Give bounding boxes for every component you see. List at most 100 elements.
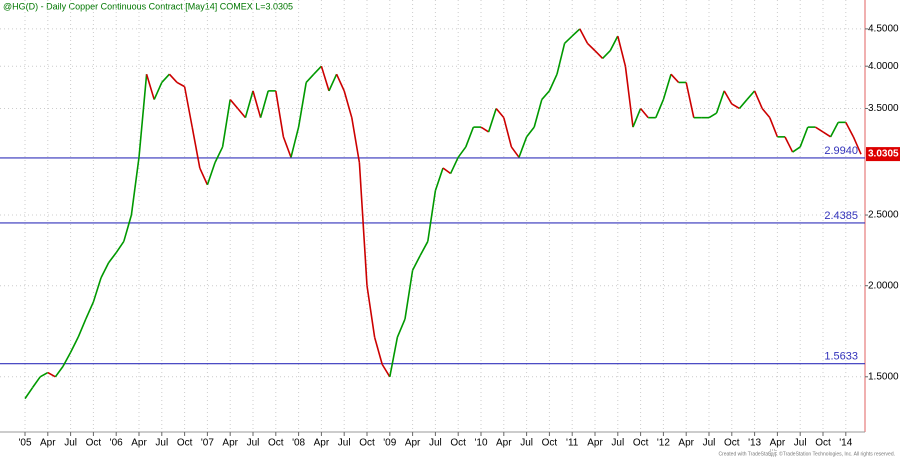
price-segment — [761, 107, 771, 119]
x-tick-label: '09 — [383, 438, 396, 449]
price-segment — [571, 28, 581, 37]
x-tick-label: Oct — [724, 438, 740, 449]
price-segment — [662, 73, 672, 100]
y-tick-label: 3.5000 — [868, 103, 899, 114]
y-tick-label: 1.5000 — [868, 371, 899, 382]
price-segment — [442, 167, 452, 175]
price-segment — [457, 146, 467, 158]
price-segment — [191, 126, 201, 169]
price-segment — [594, 50, 604, 59]
price-segment — [373, 336, 383, 365]
price-segment — [244, 90, 254, 118]
price-segment — [548, 73, 558, 92]
price-segment — [427, 190, 437, 242]
price-segment — [624, 66, 634, 128]
level-label: 2.4385 — [824, 210, 858, 222]
price-segment — [541, 90, 551, 101]
price-segment — [183, 86, 193, 128]
price-segment — [814, 126, 824, 133]
x-tick-label: Oct — [359, 438, 375, 449]
price-segment — [62, 352, 72, 367]
price-segment — [396, 318, 406, 338]
price-segment — [639, 107, 649, 119]
price-segment — [708, 112, 718, 119]
price-segment — [176, 81, 185, 88]
price-segment — [290, 126, 300, 158]
x-tick-label: '11 — [566, 438, 579, 449]
x-tick-label: Jul — [155, 438, 168, 449]
price-segment — [564, 35, 573, 44]
price-segment — [130, 157, 140, 216]
price-segment — [221, 99, 231, 148]
x-tick-label: Apr — [314, 438, 330, 449]
y-tick-label: 4.5000 — [868, 24, 899, 35]
x-tick-label: Apr — [405, 438, 421, 449]
price-segment — [92, 277, 102, 303]
level-label: 2.9940 — [824, 145, 858, 157]
price-segment — [617, 35, 627, 67]
price-segment — [389, 337, 399, 377]
x-tick-label: Oct — [450, 438, 466, 449]
price-segment — [259, 90, 269, 118]
x-tick-label: Jul — [794, 438, 807, 449]
price-segment — [419, 241, 429, 256]
price-segment — [153, 82, 163, 100]
price-segment — [313, 65, 322, 75]
price-segment — [366, 285, 376, 338]
price-segment — [510, 146, 520, 158]
price-segment — [829, 121, 839, 138]
price-segment — [229, 99, 239, 109]
footer: Created with TradeStation. ©TradeStation… — [718, 450, 895, 457]
price-segment — [852, 136, 862, 155]
price-segment — [24, 387, 34, 400]
x-tick-label: '06 — [110, 438, 123, 449]
price-segment — [822, 131, 832, 138]
price-segment — [533, 99, 543, 128]
price-segment — [145, 73, 155, 100]
price-segment — [449, 156, 459, 174]
price-segment — [495, 107, 505, 119]
price-segment — [85, 301, 95, 320]
price-segment — [31, 376, 41, 388]
price-segment — [297, 82, 307, 128]
x-tick-label: Oct — [86, 438, 102, 449]
price-segment — [792, 146, 801, 153]
price-segment — [609, 35, 619, 52]
price-segment — [845, 121, 855, 138]
price-segment — [214, 146, 224, 163]
price-segment — [252, 90, 262, 118]
x-tick-label: Jul — [429, 438, 442, 449]
price-segment — [343, 90, 353, 118]
price-segment — [237, 107, 247, 119]
price-segment — [738, 99, 748, 109]
x-tick-label: Apr — [770, 438, 786, 449]
price-segment — [404, 270, 414, 320]
price-segment — [503, 117, 513, 148]
x-tick-label: Apr — [496, 438, 512, 449]
price-segment — [320, 65, 330, 92]
x-tick-label: Apr — [40, 438, 56, 449]
x-tick-label: Oct — [815, 438, 831, 449]
x-tick-label: '07 — [201, 438, 214, 449]
price-segment — [115, 240, 125, 254]
x-tick-label: Oct — [268, 438, 284, 449]
price-segment — [411, 255, 421, 271]
price-segment — [465, 126, 475, 148]
x-tick-label: Jul — [338, 438, 351, 449]
price-segment — [199, 167, 209, 186]
price-segment — [54, 365, 64, 378]
x-tick-label: '08 — [292, 438, 305, 449]
price-segment — [168, 73, 178, 83]
last-price-label: 3.0305 — [868, 149, 899, 160]
price-segment — [556, 43, 566, 75]
x-tick-label: '14 — [839, 438, 852, 449]
price-segment — [487, 108, 497, 133]
price-segment — [107, 252, 117, 264]
x-tick-label: '13 — [748, 438, 761, 449]
price-segment — [753, 90, 763, 109]
footer-icon — [769, 449, 777, 457]
price-segment — [138, 74, 148, 158]
x-tick-label: Oct — [542, 438, 558, 449]
price-segment — [769, 117, 779, 138]
